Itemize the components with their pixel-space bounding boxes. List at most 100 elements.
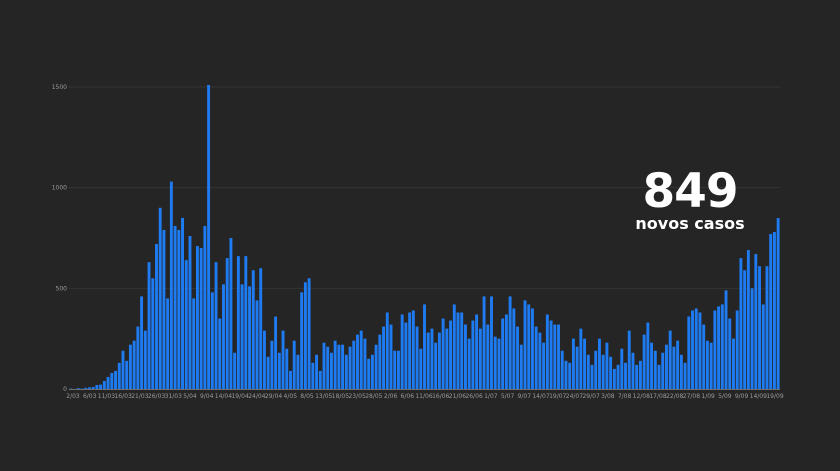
bar xyxy=(679,354,683,389)
bar xyxy=(404,322,408,389)
x-tick-label: 5/07 xyxy=(501,393,515,400)
bar xyxy=(761,304,765,389)
bar xyxy=(88,387,91,389)
x-tick-label: 19/09 xyxy=(766,393,783,400)
bar xyxy=(638,360,642,389)
bar xyxy=(114,370,117,389)
bar xyxy=(285,348,289,389)
bar xyxy=(177,229,181,389)
x-tick-label: 8/05 xyxy=(300,393,314,400)
bar xyxy=(590,364,594,389)
x-tick-label: 1/07 xyxy=(484,393,498,400)
x-tick-label: 26/06 xyxy=(465,393,482,400)
bar xyxy=(303,282,307,389)
bar xyxy=(735,310,739,389)
bar xyxy=(482,296,486,389)
bar xyxy=(519,344,523,389)
bar xyxy=(110,372,114,389)
bar xyxy=(504,314,508,389)
x-tick-label: 14/07 xyxy=(532,393,549,400)
bar xyxy=(128,344,132,389)
bar xyxy=(270,340,274,389)
bar xyxy=(445,328,449,389)
bar xyxy=(694,308,698,389)
bar xyxy=(382,326,386,389)
bar xyxy=(575,346,579,389)
bar xyxy=(627,330,631,389)
bar xyxy=(125,360,129,389)
x-tick-label: 6/06 xyxy=(401,393,415,400)
bar xyxy=(456,312,460,389)
bar xyxy=(426,332,430,389)
bar xyxy=(222,284,225,389)
bar xyxy=(586,354,590,389)
bar xyxy=(743,270,747,389)
bar xyxy=(311,362,315,389)
bar xyxy=(605,342,609,389)
bar xyxy=(251,270,255,389)
x-tick-label: 11/06 xyxy=(415,393,432,400)
x-tick-label: 13/05 xyxy=(315,393,332,400)
bar xyxy=(147,262,151,389)
bar xyxy=(687,316,691,389)
bar xyxy=(460,312,464,389)
bar xyxy=(437,332,441,389)
bar xyxy=(244,256,248,389)
bar xyxy=(281,330,285,389)
bar xyxy=(750,288,754,389)
bar xyxy=(571,338,575,389)
x-tick-label: 9/04 xyxy=(200,393,214,400)
bar xyxy=(155,244,158,389)
bar xyxy=(359,330,363,389)
y-tick-labels: 0 500 1000 1500 xyxy=(52,84,67,393)
x-tick-label: 22/08 xyxy=(666,393,683,400)
bar xyxy=(408,312,412,389)
bar xyxy=(497,338,501,389)
bar xyxy=(661,352,665,389)
bar xyxy=(534,326,538,389)
bar xyxy=(717,306,721,389)
bar xyxy=(229,238,233,389)
bar xyxy=(181,217,184,389)
bar xyxy=(709,342,713,389)
bar xyxy=(248,286,251,389)
bar xyxy=(631,352,635,389)
x-tick-label: 29/04 xyxy=(265,393,282,400)
bar xyxy=(158,207,162,389)
bar xyxy=(419,348,423,389)
bar xyxy=(705,340,709,389)
bar xyxy=(560,350,564,389)
bar xyxy=(374,344,378,389)
bar xyxy=(538,332,542,389)
bar xyxy=(225,258,229,389)
bar xyxy=(344,354,348,389)
bar xyxy=(121,350,125,389)
x-tick-label: 11/03 xyxy=(98,393,115,400)
bar xyxy=(691,310,694,389)
x-tick-label: 29/07 xyxy=(582,393,599,400)
bar xyxy=(430,328,434,389)
bar xyxy=(594,350,598,389)
bar xyxy=(192,298,196,389)
bar xyxy=(650,342,654,389)
bar xyxy=(490,296,493,389)
x-tick-label: 21/03 xyxy=(131,393,148,400)
bar xyxy=(609,356,613,389)
bar xyxy=(672,346,676,389)
bar xyxy=(624,362,627,389)
x-tick-label: 16/06 xyxy=(432,393,449,400)
bar xyxy=(315,354,318,389)
x-tick-label: 31/03 xyxy=(165,393,182,400)
x-tick-label: 17/08 xyxy=(649,393,666,400)
x-tick-label: 19/04 xyxy=(231,393,248,400)
bar xyxy=(769,233,773,389)
x-tick-label: 24/04 xyxy=(248,393,265,400)
x-tick-label: 21/06 xyxy=(449,393,466,400)
bar xyxy=(136,326,140,389)
bar xyxy=(665,344,668,389)
bar xyxy=(266,356,270,389)
bar xyxy=(329,352,333,389)
bar xyxy=(274,316,278,389)
bar xyxy=(333,340,337,389)
